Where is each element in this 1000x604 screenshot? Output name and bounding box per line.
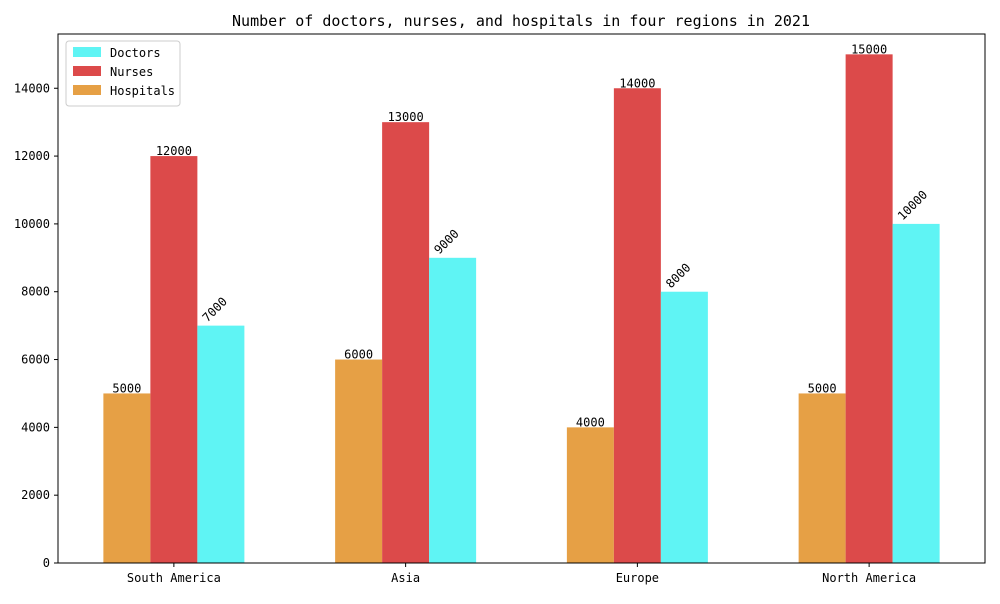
bar-hospitals-north-america (798, 393, 846, 563)
data-label-hospitals-north-america: 5000 (808, 381, 837, 395)
bar-hospitals-europe (566, 427, 614, 563)
x-tick-label-asia: Asia (391, 571, 420, 585)
chart-title: Number of doctors, nurses, and hospitals… (232, 12, 810, 30)
bar-doctors-south-america (197, 325, 245, 563)
bar-nurses-asia (382, 122, 430, 564)
data-label-doctors-asia: 9000 (431, 227, 461, 257)
legend-label-doctors: Doctors (110, 46, 161, 60)
bar-nurses-north-america (845, 54, 893, 563)
y-tick-label-12000: 12000 (14, 149, 50, 163)
legend-swatch-nurses (73, 66, 101, 76)
legend-label-nurses: Nurses (110, 65, 153, 79)
data-label-hospitals-asia: 6000 (344, 348, 373, 362)
y-tick-label-0: 0 (43, 556, 50, 570)
data-label-hospitals-south-america: 5000 (112, 381, 141, 395)
data-label-doctors-south-america: 7000 (200, 294, 230, 324)
data-label-nurses-north-america: 15000 (851, 42, 887, 56)
x-tick-label-north-america: North America (822, 571, 916, 585)
y-tick-label-10000: 10000 (14, 217, 50, 231)
bar-hospitals-south-america (103, 393, 151, 563)
legend-label-hospitals: Hospitals (110, 84, 175, 98)
bar-nurses-south-america (150, 156, 198, 564)
bar-hospitals-asia (335, 359, 383, 563)
bars-layer (103, 54, 940, 564)
bar-doctors-north-america (892, 223, 940, 563)
data-label-doctors-europe: 8000 (663, 260, 693, 290)
data-label-nurses-europe: 14000 (619, 76, 655, 90)
y-tick-label-4000: 4000 (21, 420, 50, 434)
axes-layer: South America Asia Europe North America 0 200… (14, 33, 986, 585)
legend-swatch-hospitals (73, 85, 101, 95)
plot-frame (57, 33, 986, 564)
bar-doctors-europe (660, 291, 708, 563)
data-label-nurses-south-america: 12000 (156, 144, 192, 158)
x-tick-label-europe: Europe (616, 571, 659, 585)
x-tick-label-south-america: South America (127, 571, 221, 585)
bar-doctors-asia (429, 257, 477, 563)
y-tick-label-6000: 6000 (21, 353, 50, 367)
y-tick-label-2000: 2000 (21, 488, 50, 502)
legend-swatch-doctors (73, 47, 101, 57)
data-label-hospitals-europe: 4000 (576, 415, 605, 429)
y-tick-label-14000: 14000 (14, 81, 50, 95)
legend: Doctors Nurses Hospitals (65, 40, 181, 107)
data-label-doctors-north-america: 10000 (895, 188, 930, 223)
data-label-nurses-asia: 13000 (388, 110, 424, 124)
bar-nurses-europe (613, 88, 661, 563)
y-tick-label-8000: 8000 (21, 285, 50, 299)
